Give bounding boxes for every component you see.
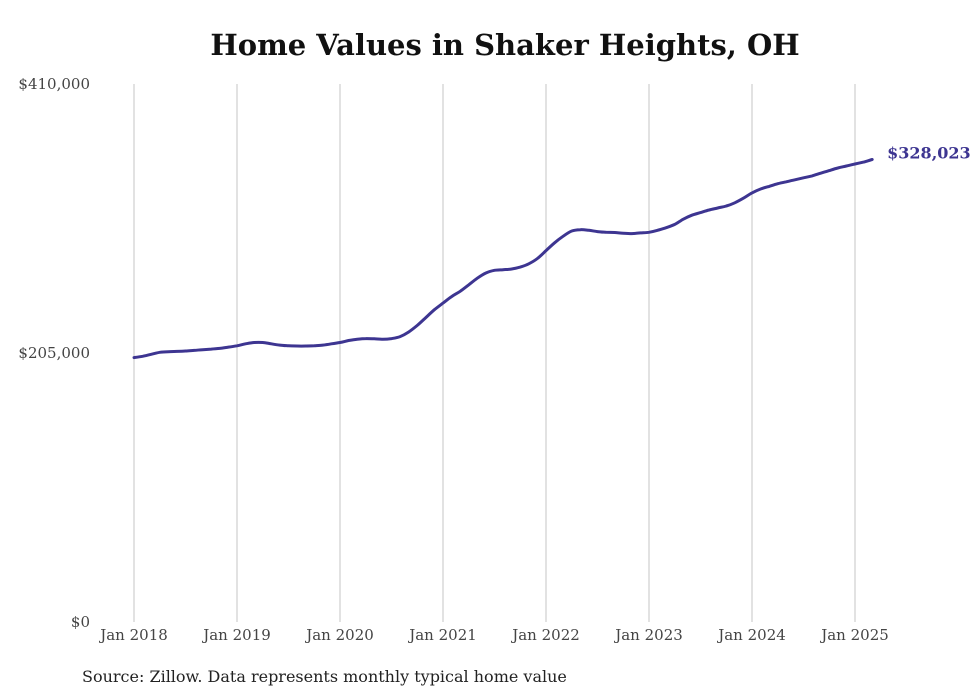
x-tick-label: Jan 2018 bbox=[98, 626, 168, 644]
source-note: Source: Zillow. Data represents monthly … bbox=[82, 667, 567, 686]
x-axis-ticks: Jan 2018 Jan 2019 Jan 2020 Jan 2021 Jan 2022… bbox=[98, 626, 889, 644]
x-tick-label: Jan 2025 bbox=[819, 626, 889, 644]
y-tick-label: $0 bbox=[71, 613, 90, 631]
x-tick-label: Jan 2024 bbox=[716, 626, 786, 644]
gridlines bbox=[133, 84, 856, 622]
series-line bbox=[132, 158, 874, 360]
x-tick-label: Jan 2022 bbox=[510, 626, 580, 644]
line-chart: $0$205,000$410,000 Jan 2018 Jan 2019 Jan 2… bbox=[18, 75, 971, 644]
end-value-label: $328,023 bbox=[887, 143, 971, 162]
y-axis-ticks: $0 $205,000 $410,000 bbox=[18, 75, 90, 631]
y-tick-label: $205,000 bbox=[18, 344, 90, 362]
y-tick-label: $410,000 bbox=[18, 75, 90, 93]
x-tick-label: Jan 2020 bbox=[304, 626, 374, 644]
chart-title: Home Values in Shaker Heights, OH bbox=[210, 28, 800, 62]
x-tick-label: Jan 2021 bbox=[407, 626, 477, 644]
x-tick-label: Jan 2023 bbox=[613, 626, 683, 644]
series-layer: $328,023 bbox=[132, 143, 971, 360]
x-tick-label: Jan 2019 bbox=[201, 626, 271, 644]
